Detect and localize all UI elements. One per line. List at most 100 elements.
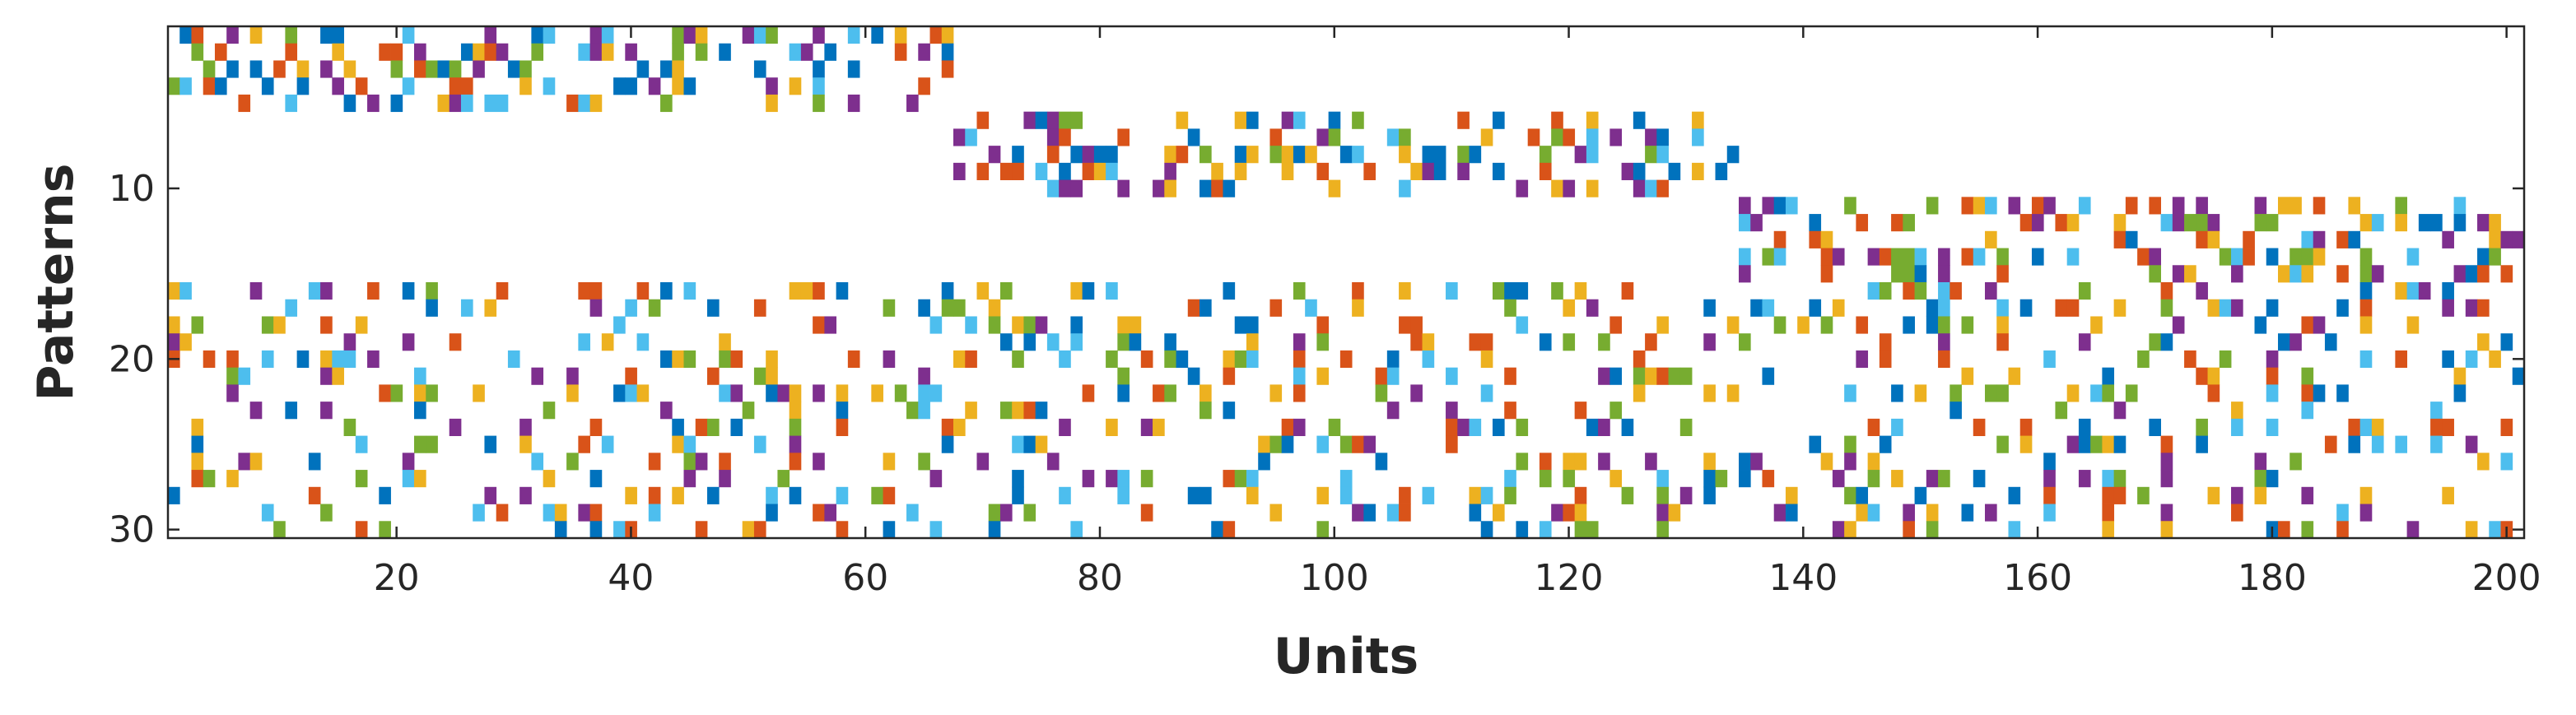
heatmap-cell [1645, 179, 1657, 197]
heatmap-cell [1164, 179, 1176, 197]
heatmap-cell [390, 43, 403, 61]
heatmap-cell [2160, 282, 2173, 300]
heatmap-cell [1762, 470, 1775, 488]
heatmap-cell [2008, 197, 2021, 215]
heatmap-cell [1258, 435, 1270, 453]
heatmap-cell [824, 504, 837, 522]
heatmap-cell [1446, 418, 1458, 436]
heatmap-cell [1035, 402, 1048, 420]
heatmap-cell [1903, 248, 1915, 266]
heatmap-cell [1504, 282, 1516, 300]
heatmap-cell [1035, 111, 1048, 129]
heatmap-cell [953, 299, 966, 317]
heatmap-cell [578, 333, 590, 351]
heatmap-cell [672, 486, 684, 504]
heatmap-cell [1211, 162, 1223, 180]
heatmap-cell [1926, 470, 1939, 488]
heatmap-cell [929, 384, 943, 402]
heatmap-cell [2113, 435, 2126, 453]
heatmap-cell [2196, 435, 2208, 453]
heatmap-cell [1223, 367, 1236, 385]
heatmap-cell [683, 350, 696, 369]
heatmap-cell [2406, 316, 2420, 334]
heatmap-cell [2172, 214, 2185, 232]
heatmap-cell [1574, 146, 1587, 164]
heatmap-cell [2160, 470, 2173, 488]
heatmap-cell [1293, 367, 1306, 385]
heatmap-cell [426, 282, 438, 300]
heatmap-cell [1328, 111, 1341, 129]
heatmap-cell [2160, 214, 2173, 232]
heatmap-cell [1293, 350, 1306, 369]
heatmap-cell [1504, 402, 1516, 420]
heatmap-cell [1773, 230, 1786, 248]
heatmap-cell [1586, 128, 1599, 146]
heatmap-cell [1938, 299, 1950, 317]
heatmap-cell [1832, 299, 1845, 317]
heatmap-cell [179, 333, 192, 351]
heatmap-cell [813, 384, 825, 402]
heatmap-cell [2430, 418, 2443, 436]
heatmap-cell [1832, 521, 1845, 539]
heatmap-cell [402, 282, 415, 300]
heatmap-cell [332, 350, 344, 369]
heatmap-cell [367, 94, 380, 113]
heatmap-cell [847, 94, 860, 113]
heatmap-cell [906, 504, 919, 522]
heatmap-cell [1961, 316, 1974, 334]
heatmap-cell [1399, 486, 1411, 504]
heatmap-cell [813, 94, 825, 113]
heatmap-cell [578, 94, 590, 113]
x-tick-label: 140 [1768, 557, 1838, 599]
heatmap-cell [379, 486, 391, 504]
heatmap-cell [320, 350, 333, 369]
heatmap-cell [1234, 470, 1247, 488]
heatmap-cell [2406, 282, 2420, 300]
heatmap-cell [1234, 146, 1247, 164]
heatmap-cell [2477, 299, 2490, 317]
heatmap-cell [1750, 214, 1763, 232]
heatmap-cell [414, 402, 426, 420]
heatmap-cell [753, 26, 766, 44]
heatmap-cell [2125, 384, 2138, 402]
heatmap-cell [953, 162, 966, 180]
heatmap-cell [285, 94, 298, 113]
heatmap-cell [2277, 197, 2290, 215]
heatmap-cell [484, 43, 497, 61]
heatmap-cell [2489, 230, 2501, 248]
heatmap-cell [2207, 214, 2220, 232]
heatmap-cell [1035, 435, 1048, 453]
heatmap-cell [1609, 128, 1623, 146]
heatmap-cell [1480, 128, 1493, 146]
heatmap-cell [414, 367, 426, 385]
heatmap-cell [2453, 384, 2467, 402]
heatmap-cell [1199, 384, 1212, 402]
heatmap-cell [273, 521, 286, 539]
heatmap-cell [1410, 333, 1423, 351]
heatmap-cell [285, 43, 298, 61]
heatmap-cell [766, 367, 778, 385]
heatmap-cell [1504, 486, 1516, 504]
heatmap-cell [2442, 486, 2454, 504]
heatmap-cell [1117, 367, 1130, 385]
heatmap-cell [2371, 418, 2384, 436]
heatmap-cell [1082, 146, 1095, 164]
heatmap-cell [355, 77, 368, 95]
heatmap-cell [1703, 384, 1716, 402]
heatmap-cell [1234, 350, 1247, 369]
heatmap-cell [308, 282, 321, 300]
heatmap-cell [2125, 230, 2138, 248]
heatmap-cell [1773, 248, 1786, 266]
heatmap-cell [2371, 435, 2384, 453]
heatmap-cell [1059, 162, 1071, 180]
heatmap-cell [1269, 435, 1283, 453]
heatmap-cell [2324, 333, 2337, 351]
heatmap-cell [988, 299, 1001, 317]
heatmap-cell [2008, 367, 2021, 385]
heatmap-cell [2019, 214, 2033, 232]
heatmap-cell [1223, 521, 1236, 539]
heatmap-cell [953, 350, 966, 369]
heatmap-cell [414, 470, 426, 488]
heatmap-cell [1656, 521, 1669, 539]
heatmap-cell [343, 418, 356, 436]
